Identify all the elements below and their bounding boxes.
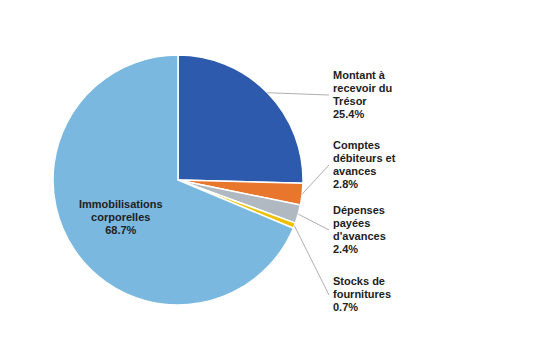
svg-text:Comptesdébiteurs etavances2.8%: Comptesdébiteurs etavances2.8% bbox=[333, 138, 396, 189]
svg-text:Stocks defournitures0.7%: Stocks defournitures0.7% bbox=[333, 275, 391, 313]
svg-text:Dépensespayéesd'avances2.4%: Dépensespayéesd'avances2.4% bbox=[333, 203, 386, 254]
svg-text:Immobilisationscorporelles68.7: Immobilisationscorporelles68.7% bbox=[79, 198, 163, 236]
svg-text:Montant àrecevoir duTrésor25.4: Montant àrecevoir duTrésor25.4% bbox=[333, 68, 392, 119]
